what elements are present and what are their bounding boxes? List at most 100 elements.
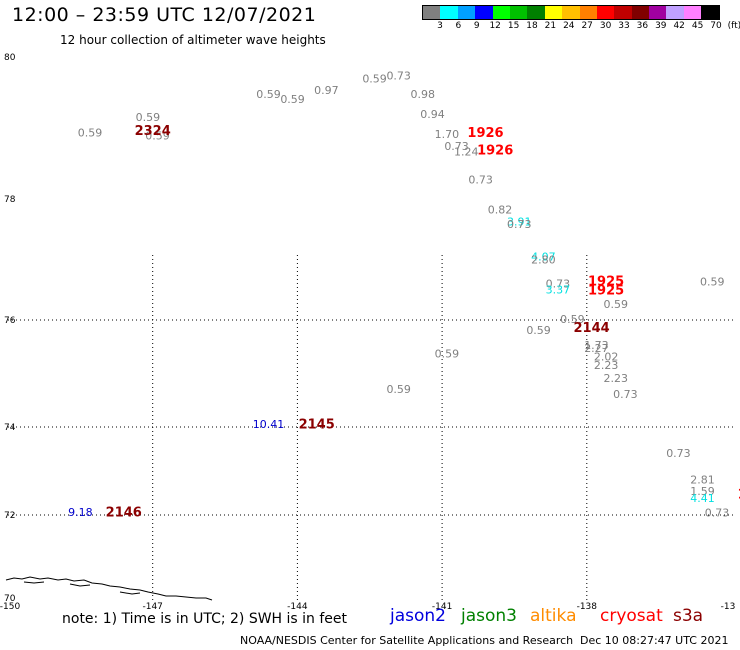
- time-labels: 2324192619261925192521442145214619241924: [106, 124, 740, 521]
- wave-height-label: 0.59: [386, 383, 411, 396]
- scale-swatch: [475, 6, 493, 19]
- scale-label: 18: [526, 21, 538, 31]
- scale-swatch: [457, 6, 476, 19]
- wave-height-label: 2.23: [594, 359, 619, 372]
- pass-time-label: 2144: [574, 321, 610, 336]
- pass-time-label: 2324: [135, 124, 171, 139]
- wave-height-label: 0.97: [314, 84, 339, 97]
- longitude-label: -138: [577, 602, 598, 612]
- scale-label: 21: [544, 21, 557, 31]
- pass-time-label: 1925: [588, 284, 624, 299]
- scale-swatch: [509, 6, 528, 19]
- wave-height-label: 0.59: [78, 127, 103, 140]
- wave-height-label: 0.59: [560, 313, 585, 326]
- scale-swatch: [492, 6, 510, 19]
- wave-height-label: 0.73: [444, 140, 469, 153]
- wave-height-label: 0.59: [526, 324, 551, 337]
- wave-height-label: 0.59: [700, 276, 725, 289]
- scale-swatch: [701, 6, 719, 19]
- longitude-label: -147: [142, 602, 162, 612]
- latitude-label: 78: [4, 195, 16, 205]
- wave-height-label: 0.59: [256, 88, 281, 101]
- scale-label: 6: [455, 21, 462, 31]
- wave-height-label: 0.73: [468, 173, 493, 186]
- scale-swatch: [683, 6, 702, 19]
- page-subtitle: 12 hour collection of altimeter wave hei…: [60, 33, 326, 47]
- wave-height-label: 1.24: [454, 146, 479, 159]
- footer-credit: NOAA/NESDIS Center for Satellite Applica…: [240, 634, 728, 647]
- pass-time-label: 2145: [299, 417, 335, 432]
- scale-swatch: [631, 6, 650, 19]
- longitude-label: -150: [0, 602, 20, 612]
- graticule: [8, 255, 735, 600]
- scale-swatch: [579, 6, 597, 19]
- timestamp-text: Dec 10 08:27:47 UTC 2021: [580, 634, 729, 647]
- wave-height-label: 3.91: [507, 216, 532, 229]
- latitude-label: 74: [4, 423, 16, 433]
- longitude-label: -13: [721, 602, 736, 612]
- scale-label: 70: [710, 21, 722, 31]
- wave-height-label: 2.80: [531, 254, 556, 267]
- pass-time-label: 1924: [738, 487, 740, 502]
- latitude-labels: 80 78 76 74 72 70: [4, 53, 16, 604]
- wave-height-label: 0.73: [507, 218, 532, 231]
- wave-height-label: 4.07: [531, 251, 556, 264]
- scale-label: 45: [691, 21, 704, 31]
- scale-label: 36: [636, 21, 649, 31]
- satellite-name-jason3: jason3: [461, 606, 517, 626]
- satellite-name-s3a: s3a: [673, 606, 704, 626]
- wave-height-label: 0.73: [705, 507, 730, 520]
- satellite-name-jason2: jason2: [390, 606, 446, 626]
- coastline: [5, 576, 213, 601]
- longitude-labels: -150 -147 -144 -141 -138 -13: [0, 602, 735, 612]
- wave-height-label: 4.41: [690, 492, 715, 505]
- scale-label: 27: [581, 21, 593, 31]
- scale-label: 30: [599, 21, 612, 31]
- wave-height-label: 0.98: [411, 88, 436, 101]
- scale-label: 24: [563, 21, 575, 31]
- footer-note: note: 1) Time is in UTC; 2) SWH is in fe…: [62, 611, 348, 627]
- wave-height-label: 2.81: [690, 473, 715, 486]
- satellite-name-altika: altika: [530, 606, 577, 626]
- color-scale-bar: [422, 5, 720, 20]
- wave-height-label: 0.59: [280, 93, 305, 106]
- wave-height-label: 1.73: [584, 339, 609, 352]
- wave-height-label: 0.94: [420, 108, 445, 121]
- scale-label: 15: [507, 21, 520, 31]
- page-title: 12:00 – 23:59 UTC 12/07/2021: [12, 4, 317, 26]
- wave-height-label: 0.59: [145, 129, 170, 142]
- latitude-label: 72: [4, 511, 15, 521]
- scale-label: 12: [489, 21, 501, 31]
- scale-swatch: [614, 6, 632, 19]
- scale-swatch: [440, 6, 458, 19]
- wave-height-label: 10.41: [253, 418, 285, 431]
- wave-height-label: 2.02: [594, 351, 619, 364]
- wave-height-label: 0.59: [603, 298, 628, 311]
- latitude-label: 70: [4, 594, 16, 604]
- wave-height-label: 1.70: [435, 128, 460, 141]
- longitude-label: -141: [432, 602, 452, 612]
- scale-swatch: [649, 6, 667, 19]
- pass-time-label: 1925: [588, 275, 624, 290]
- wave-height-label: 0.59: [435, 347, 460, 360]
- pass-time-label: 2146: [106, 506, 142, 521]
- scale-swatch: [666, 6, 684, 19]
- pass-time-label: 1926: [467, 126, 503, 141]
- latitude-label: 76: [4, 316, 16, 326]
- wave-height-label: 0.82: [488, 204, 513, 217]
- wave-height-label: 3.37: [546, 283, 571, 296]
- wave-height-label: 2.23: [603, 372, 628, 385]
- scale-swatch: [596, 6, 615, 19]
- wave-height-label: 9.18: [68, 506, 93, 519]
- scale-label: 3: [437, 21, 443, 31]
- scale-swatch: [562, 6, 580, 19]
- latitude-label: 80: [4, 53, 16, 63]
- observation-labels: 0.590.590.590.590.590.970.59 0.730.980.94…: [68, 70, 729, 520]
- scale-swatch: [544, 6, 563, 19]
- wave-height-label: 2.27: [584, 342, 609, 355]
- wave-height-label: 0.73: [613, 388, 638, 401]
- wave-height-label: 0.59: [362, 73, 387, 86]
- longitude-label: -144: [287, 602, 308, 612]
- scale-swatch: [527, 6, 545, 19]
